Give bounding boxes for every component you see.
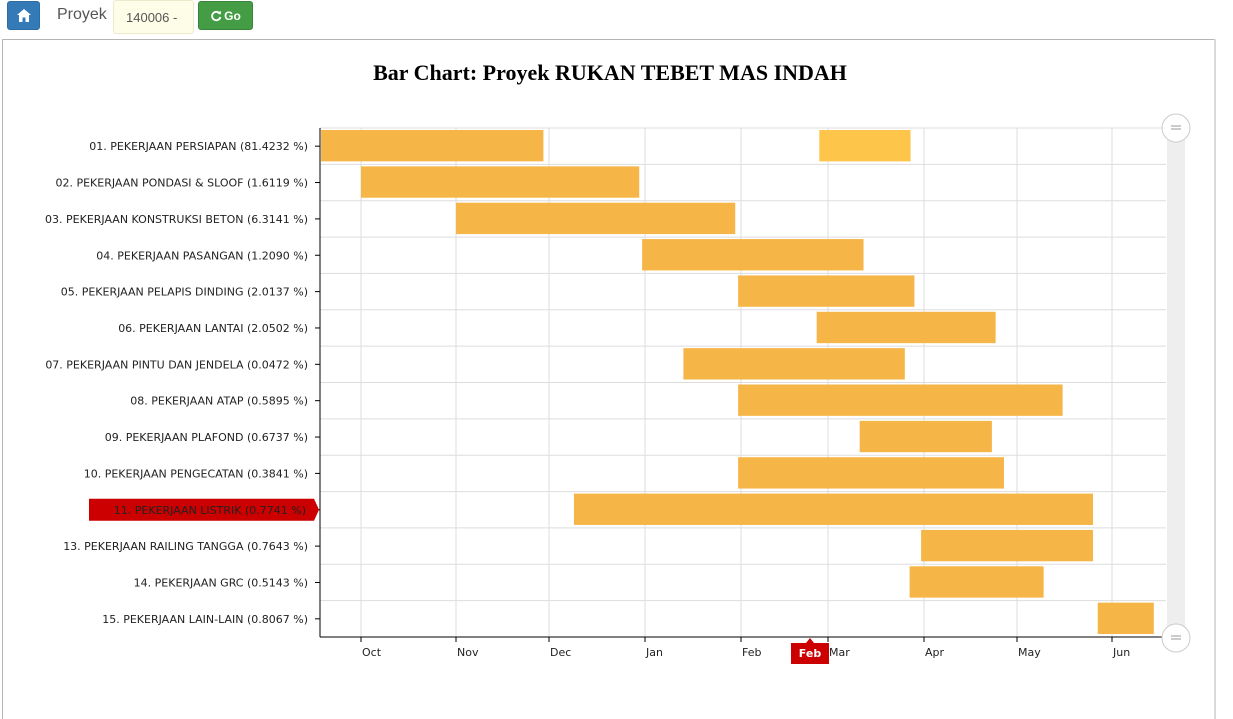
x-tick-label: Mar: [829, 646, 850, 659]
refresh-icon: [211, 10, 222, 21]
gantt-bar[interactable]: [738, 275, 915, 307]
home-icon: [16, 9, 31, 22]
x-tick-label: Jun: [1112, 646, 1130, 659]
category-label: 14. PEKERJAAN GRC (0.5143 %): [134, 576, 308, 589]
gantt-bar[interactable]: [642, 239, 864, 271]
grid-lines: [320, 127, 1166, 637]
x-tick-label: Apr: [925, 646, 945, 659]
x-tick-label: Nov: [457, 646, 479, 659]
category-labels: 01. PEKERJAAN PERSIAPAN (81.4232 %) 02. P…: [45, 140, 319, 626]
gantt-bar[interactable]: [816, 311, 996, 344]
x-tick-labels: Oct Nov Dec Jan Feb Mar Apr May Jun: [362, 646, 1130, 659]
cursor-label: Feb: [799, 647, 822, 660]
category-label: 08. PEKERJAAN ATAP (0.5895 %): [130, 395, 308, 408]
panel-edge: [1214, 39, 1216, 719]
gantt-bar[interactable]: [819, 130, 911, 162]
proyek-select[interactable]: 140006 -: [113, 0, 194, 34]
category-label: 06. PEKERJAAN LANTAI (2.0502 %): [118, 322, 308, 335]
chart-panel: [2, 39, 1215, 719]
go-button[interactable]: Go: [198, 1, 253, 30]
gantt-bar[interactable]: [1097, 602, 1154, 634]
cursor-label-bg: [791, 638, 829, 664]
gantt-bar[interactable]: [456, 202, 736, 235]
gantt-bar[interactable]: [683, 348, 905, 380]
highlight-label-bg: [89, 498, 319, 521]
scrollbar[interactable]: [1161, 113, 1191, 653]
gantt-bar[interactable]: [921, 529, 1093, 562]
category-label: 07. PEKERJAAN PINTU DAN JENDELA (0.0472 …: [45, 358, 308, 371]
category-label: 09. PEKERJAAN PLAFOND (0.6737 %): [105, 431, 308, 444]
category-label: 01. PEKERJAAN PERSIAPAN (81.4232 %): [89, 140, 308, 153]
gantt-bar[interactable]: [573, 493, 1093, 525]
category-label: 05. PEKERJAAN PELAPIS DINDING (2.0137 %): [61, 286, 308, 299]
scrollbar-grip[interactable]: [1161, 113, 1191, 143]
proyek-label: Proyek: [57, 6, 107, 23]
x-tick-label: Dec: [550, 646, 571, 659]
gantt-bar[interactable]: [738, 384, 1063, 416]
scrollbar-track[interactable]: [1167, 128, 1185, 638]
bars-layer: [321, 130, 1154, 634]
category-label: 15. PEKERJAAN LAIN-LAIN (0.8067 %): [102, 613, 308, 626]
gantt-bar[interactable]: [738, 457, 1004, 489]
category-label: 13. PEKERJAAN RAILING TANGGA (0.7643 %): [63, 540, 308, 553]
x-tick-label: May: [1018, 646, 1041, 659]
x-tick-label: Feb: [742, 646, 761, 659]
toolbar: Proyek 140006 - Go: [0, 0, 1233, 36]
chart-title: Bar Chart: Proyek RUKAN TEBET MAS INDAH: [373, 60, 847, 85]
home-button[interactable]: [7, 1, 40, 30]
x-cursor: Feb: [791, 638, 829, 664]
category-label: 03. PEKERJAAN KONSTRUKSI BETON (6.3141 %…: [45, 213, 308, 226]
category-label: 04. PEKERJAAN PASANGAN (1.2090 %): [96, 249, 308, 262]
category-label: 10. PEKERJAAN PENGECATAN (0.3841 %): [84, 467, 308, 480]
gantt-bar[interactable]: [321, 130, 544, 162]
x-tick-label: Jan: [645, 646, 663, 659]
x-tick-label: Oct: [362, 646, 382, 659]
axes: [315, 128, 1166, 642]
gantt-bar[interactable]: [909, 566, 1044, 598]
gantt-bar[interactable]: [859, 420, 992, 453]
category-label: 11. PEKERJAAN LISTRIK (0.7741 %): [114, 504, 306, 517]
go-label: Go: [224, 8, 241, 23]
category-label: 02. PEKERJAAN PONDASI & SLOOF (1.6119 %): [55, 177, 308, 190]
gantt-bar[interactable]: [361, 166, 640, 198]
scrollbar-grip[interactable]: [1161, 623, 1191, 653]
